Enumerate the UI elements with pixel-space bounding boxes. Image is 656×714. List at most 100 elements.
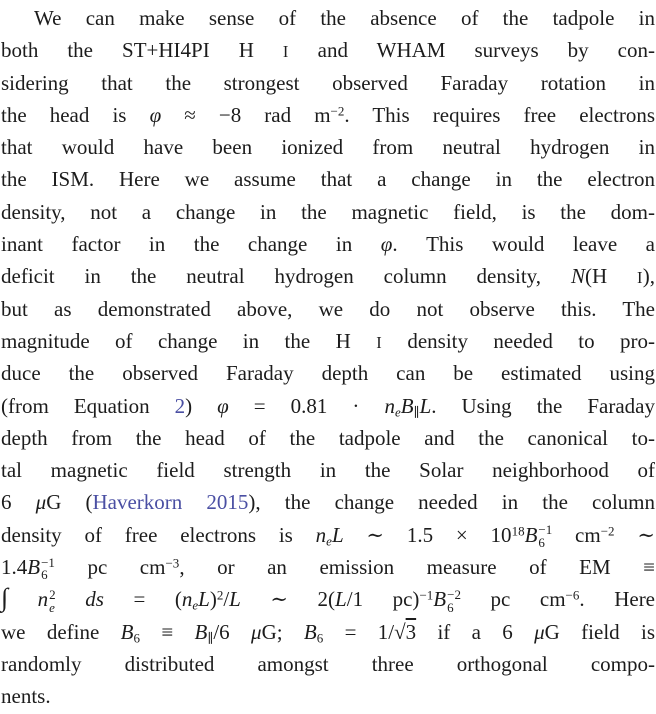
text-run: ∼ 1.5 × 10 bbox=[343, 522, 512, 547]
text-run: the head is bbox=[1, 102, 150, 127]
text-run: ≡ bbox=[139, 619, 195, 644]
text-run: density needed to pro- bbox=[381, 328, 655, 353]
text-run: sidering that the strongest observed Far… bbox=[1, 70, 655, 95]
text-run: duce the observed Faraday depth can be e… bbox=[1, 361, 655, 386]
text-line: the ISM. Here we assume that a change in… bbox=[1, 163, 655, 195]
text-run: G field is bbox=[544, 619, 655, 644]
text-line: depth from the head of the tadpole and t… bbox=[1, 422, 655, 454]
text-run: B bbox=[303, 619, 317, 644]
text-run: = 1/√ bbox=[323, 619, 406, 644]
text-run: depth from the head of the tadpole and t… bbox=[1, 425, 655, 450]
text-run: 2 bbox=[216, 587, 224, 603]
text-run: the ISM. Here we assume that a change in… bbox=[1, 167, 655, 192]
text-line: duce the observed Faraday depth can be e… bbox=[1, 357, 655, 389]
text-run: I bbox=[637, 268, 643, 288]
text-line: nents. bbox=[1, 680, 655, 712]
text-run: and WHAM surveys by con- bbox=[288, 38, 655, 63]
text-run: −3 bbox=[165, 555, 180, 571]
text-line: 1.4B −1 6 pc cm−3, or an emission measure … bbox=[1, 551, 655, 583]
math-subsup: −1 6 bbox=[538, 522, 553, 550]
text-run: 6 bbox=[1, 490, 36, 515]
math-subsup: −1 6 bbox=[41, 554, 55, 583]
text-run: e bbox=[394, 403, 401, 419]
math-variable: B bbox=[433, 587, 447, 612]
text-run: but as demonstrated above, we do not obs… bbox=[1, 296, 655, 321]
text-run: ≈ −8 rad m bbox=[161, 102, 331, 127]
text-run: φ bbox=[380, 232, 393, 257]
text-run: . Here bbox=[579, 587, 656, 612]
text-run: ), the change needed in the column bbox=[248, 490, 656, 515]
math-subsup: −2 6 bbox=[447, 587, 461, 615]
text-run: 3 bbox=[405, 619, 417, 644]
text-run: G ( bbox=[46, 490, 93, 515]
text-run: deficit in the neutral hydrogen column d… bbox=[1, 264, 571, 289]
text-run: pc cm bbox=[54, 555, 166, 580]
text-run: . This would leave a bbox=[392, 232, 655, 257]
text-run: L bbox=[331, 522, 344, 547]
text-run: . Using the Faraday bbox=[431, 393, 655, 418]
text-run: ) bbox=[209, 587, 217, 612]
text-line: sidering that the strongest observed Far… bbox=[1, 67, 655, 99]
text-run: μ bbox=[534, 619, 545, 644]
text-run: we define bbox=[1, 619, 121, 644]
text-run: φ bbox=[149, 102, 162, 127]
text-run: n bbox=[384, 393, 395, 418]
text-run: 6 bbox=[133, 629, 140, 645]
text-run bbox=[8, 587, 38, 611]
text-run: (H bbox=[584, 264, 637, 289]
text-run: G; bbox=[261, 619, 304, 644]
text-run: both the ST+HI4PI H bbox=[1, 38, 283, 63]
math-variable: B bbox=[27, 555, 41, 580]
text-run: B bbox=[120, 619, 134, 644]
text-run: /6 bbox=[213, 619, 252, 644]
text-run: −2 bbox=[330, 103, 345, 119]
text-line: inant factor in the change in φ. This wo… bbox=[1, 228, 655, 260]
text-run: = 0.81 · bbox=[228, 393, 385, 418]
citation-link[interactable]: Haverkorn 2015 bbox=[92, 490, 249, 515]
text-run: n bbox=[181, 587, 193, 612]
text-run: pc cm bbox=[460, 587, 566, 612]
text-run: density of free electrons is bbox=[1, 522, 316, 547]
text-run: 6 bbox=[316, 629, 324, 645]
text-run: −1 bbox=[419, 587, 434, 603]
text-line: that would have been ionized from neutra… bbox=[1, 131, 655, 163]
citation-link[interactable]: 2 bbox=[174, 393, 186, 418]
text-line: we define B6 ≡ B∥/6 μG; B6 = 1/√3 if a 6… bbox=[1, 616, 655, 648]
text-run: μ bbox=[251, 619, 262, 644]
text-line: the head is φ ≈ −8 rad m−2. This require… bbox=[1, 99, 655, 131]
text-line: both the ST+HI4PI H I and WHAM surveys b… bbox=[1, 34, 655, 66]
text-run: −6 bbox=[565, 587, 580, 603]
text-run: /1 pc) bbox=[346, 587, 420, 612]
text-run bbox=[56, 587, 86, 611]
text-run: N bbox=[570, 264, 585, 289]
text-run: e bbox=[326, 533, 332, 548]
text-line: but as demonstrated above, we do not obs… bbox=[1, 293, 655, 325]
text-run: B bbox=[400, 393, 414, 418]
text-run: ) bbox=[185, 393, 218, 418]
text-run: ∫ bbox=[1, 583, 9, 613]
text-run: B bbox=[194, 619, 208, 644]
text-run: L bbox=[335, 587, 347, 612]
text-line: tal magnetic field strength in the Solar… bbox=[1, 454, 655, 486]
text-line: density of free electrons is neL ∼ 1.5 ×… bbox=[1, 519, 655, 551]
text-run: φ bbox=[217, 393, 229, 418]
text-run: ∥ bbox=[413, 403, 420, 419]
text-run: ∼ 2( bbox=[240, 587, 336, 612]
text-run: L bbox=[419, 393, 432, 418]
text-line: density, not a change in the magnetic fi… bbox=[1, 196, 655, 228]
text-run: μ bbox=[35, 490, 47, 515]
text-run: cm bbox=[552, 522, 601, 547]
text-line: magnitude of change in the H I density n… bbox=[1, 325, 655, 357]
text-run: ), bbox=[642, 264, 655, 289]
text-run: (from Equation bbox=[1, 393, 175, 418]
text-run: 1.4 bbox=[1, 555, 28, 580]
text-run: 18 bbox=[511, 523, 525, 539]
text-run: e bbox=[192, 597, 199, 613]
text-run: if a 6 bbox=[416, 619, 535, 644]
text-run: I bbox=[376, 332, 382, 352]
text-run: I bbox=[282, 42, 289, 62]
